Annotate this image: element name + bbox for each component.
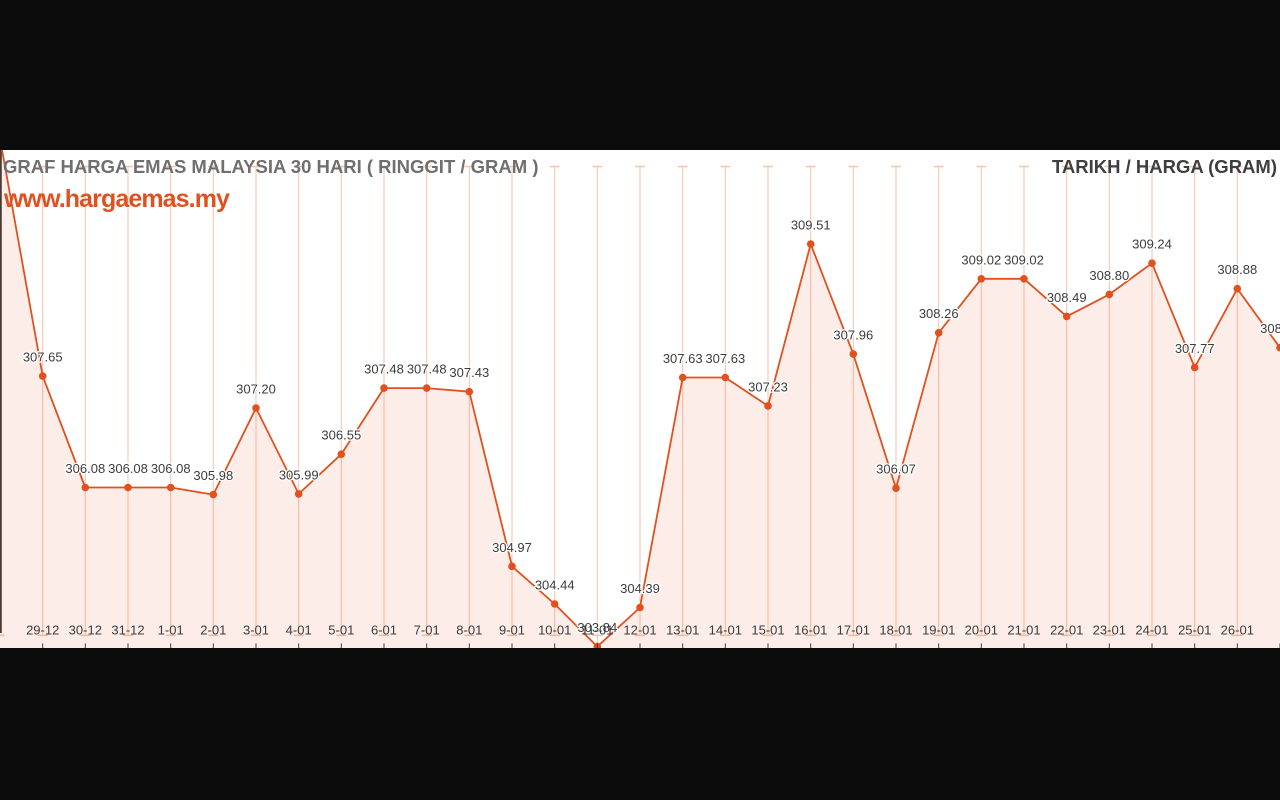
svg-text:26-01: 26-01: [1221, 623, 1254, 638]
svg-text:6-01: 6-01: [371, 623, 397, 638]
svg-text:25-01: 25-01: [1178, 623, 1211, 638]
svg-text:29-12: 29-12: [26, 623, 59, 638]
svg-text:305.99: 305.99: [279, 467, 319, 482]
svg-text:307.63: 307.63: [663, 351, 703, 366]
svg-text:14-01: 14-01: [709, 623, 742, 638]
svg-text:22-01: 22-01: [1050, 623, 1083, 638]
svg-text:306.07: 306.07: [876, 462, 916, 477]
svg-text:3-01: 3-01: [243, 623, 269, 638]
svg-text:308.88: 308.88: [1217, 262, 1257, 277]
svg-text:307.20: 307.20: [236, 382, 276, 397]
svg-text:307.63: 307.63: [705, 351, 745, 366]
svg-text:2-01: 2-01: [200, 623, 226, 638]
svg-text:5-01: 5-01: [328, 623, 354, 638]
svg-text:306.55: 306.55: [321, 428, 361, 443]
svg-text:16-01: 16-01: [794, 623, 827, 638]
svg-text:309.02: 309.02: [1004, 252, 1044, 267]
svg-text:10-01: 10-01: [538, 623, 571, 638]
svg-text:309.24: 309.24: [1132, 237, 1172, 252]
svg-text:307.65: 307.65: [23, 350, 63, 365]
svg-text:12-01: 12-01: [623, 623, 656, 638]
svg-text:309.51: 309.51: [791, 218, 831, 233]
svg-text:1-01: 1-01: [158, 623, 184, 638]
svg-text:305.98: 305.98: [193, 468, 233, 483]
svg-text:30-12: 30-12: [69, 623, 102, 638]
svg-text:15-01: 15-01: [751, 623, 784, 638]
svg-text:307.23: 307.23: [748, 379, 788, 394]
svg-text:304.39: 304.39: [620, 581, 660, 596]
svg-text:304.97: 304.97: [492, 540, 532, 555]
svg-text:20-01: 20-01: [965, 623, 998, 638]
svg-text:7-01: 7-01: [414, 623, 440, 638]
svg-text:13-01: 13-01: [666, 623, 699, 638]
svg-text:308.80: 308.80: [1089, 268, 1129, 283]
svg-text:24-01: 24-01: [1135, 623, 1168, 638]
svg-text:19-01: 19-01: [922, 623, 955, 638]
svg-text:307.96: 307.96: [833, 328, 873, 343]
svg-text:31-12: 31-12: [111, 623, 144, 638]
svg-text:307.48: 307.48: [407, 362, 447, 377]
svg-text:9-01: 9-01: [499, 623, 525, 638]
svg-text:307.48: 307.48: [364, 362, 404, 377]
svg-text:306.08: 306.08: [108, 461, 148, 476]
svg-text:21-01: 21-01: [1007, 623, 1040, 638]
svg-text:304.44: 304.44: [535, 578, 575, 593]
svg-text:4-01: 4-01: [286, 623, 312, 638]
svg-text:308.05: 308.05: [1260, 321, 1280, 336]
svg-text:308.26: 308.26: [919, 306, 959, 321]
svg-text:306.08: 306.08: [65, 461, 105, 476]
svg-text:307.43: 307.43: [449, 365, 489, 380]
svg-text:306.08: 306.08: [151, 461, 191, 476]
svg-text:18-01: 18-01: [879, 623, 912, 638]
svg-text:308.49: 308.49: [1047, 290, 1087, 305]
svg-text:23-01: 23-01: [1093, 623, 1126, 638]
svg-text:11-01: 11-01: [581, 623, 613, 638]
svg-text:307.77: 307.77: [1175, 341, 1215, 356]
svg-text:8-01: 8-01: [456, 623, 482, 638]
svg-text:17-01: 17-01: [837, 623, 870, 638]
svg-text:309.02: 309.02: [961, 252, 1001, 267]
svg-text:303.84: 303.84: [577, 620, 617, 635]
